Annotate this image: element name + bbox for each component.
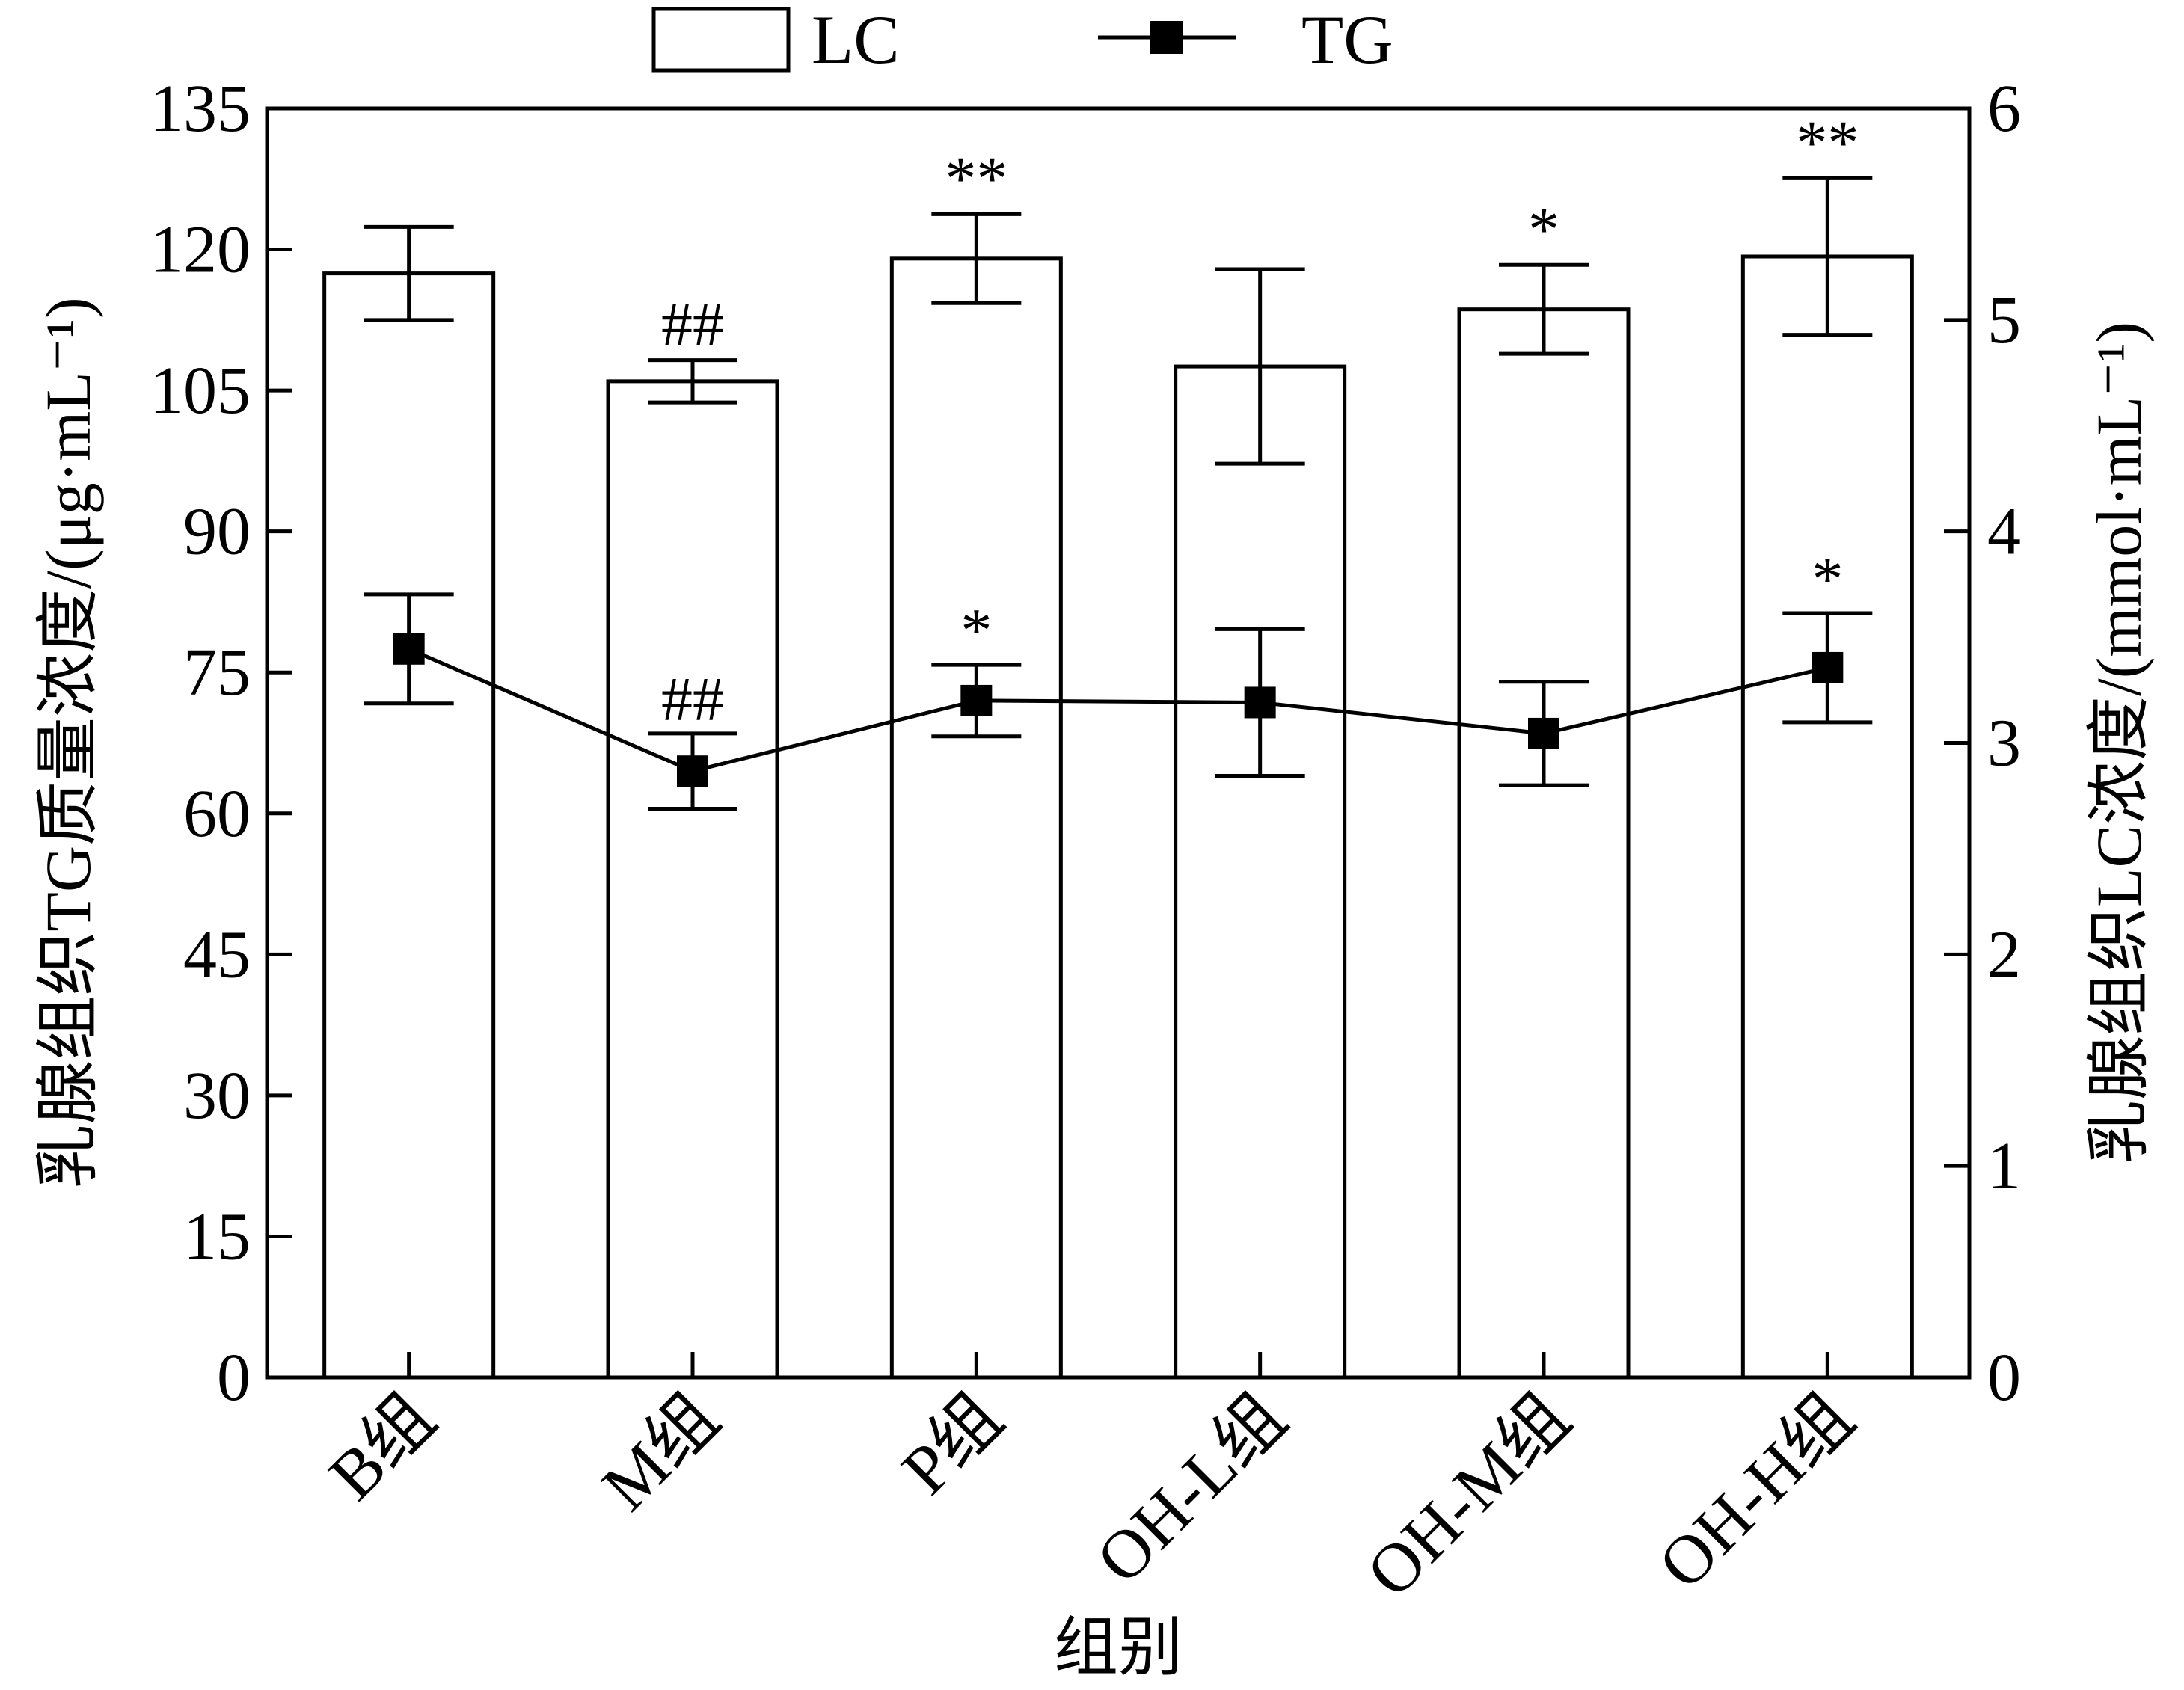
left-y-tick-label: 45 — [183, 918, 251, 992]
left-y-tick-label: 30 — [183, 1059, 251, 1133]
tg-point — [1528, 717, 1559, 749]
lc-bar — [606, 379, 779, 1380]
lc-bar — [1740, 254, 1914, 1380]
legend-tg-marker — [1150, 21, 1183, 54]
tg-line — [408, 647, 1828, 773]
legend: LC TG — [651, 1, 1393, 78]
legend-lc-label: LC — [812, 1, 900, 78]
tg-point — [393, 633, 425, 665]
lc-bar — [1174, 364, 1347, 1380]
axis-labels: 组别 乳腺组织TG质量浓度/(μg·mL⁻¹) 乳腺组织LC浓度/(mmol·mL⁻… — [32, 297, 2155, 1683]
left-y-tick-label: 90 — [183, 495, 251, 569]
tg-point — [960, 684, 993, 716]
right-y-tick-label: 6 — [1987, 72, 2021, 146]
legend-lc-swatch — [651, 7, 791, 73]
lc-significance-marker: ** — [1796, 108, 1859, 177]
tg-significance-marker: * — [960, 596, 992, 666]
lc-significance-marker: * — [1528, 194, 1559, 264]
lc-bar — [889, 256, 1063, 1380]
tg-point — [1244, 686, 1276, 719]
x-tick-label: M组 — [587, 1379, 733, 1525]
left-y-tick-label: 75 — [183, 636, 251, 710]
right-y-tick-label: 3 — [1987, 707, 2021, 781]
x-tick-label: OH-H组 — [1644, 1379, 1868, 1603]
left-y-tick-label: 15 — [183, 1199, 251, 1273]
right-y-tick-label: 4 — [1987, 495, 2021, 569]
x-tick-label: P组 — [887, 1379, 1016, 1508]
lc-bars: ##***** — [322, 108, 1914, 1380]
right-y-tick-label: 0 — [1987, 1341, 2021, 1415]
legend-tg-label: TG — [1301, 1, 1393, 78]
lc-significance-marker: ** — [945, 144, 1007, 213]
tg-significance-marker: * — [1812, 544, 1843, 614]
x-tick-label: OH-M组 — [1352, 1379, 1584, 1611]
left-y-tick-label: 120 — [150, 213, 251, 287]
plot-frame — [265, 106, 1972, 1380]
right-y-tick-label: 2 — [1987, 918, 2021, 992]
x-tick-label: OH-L组 — [1082, 1379, 1301, 1598]
left-y-axis-title: 乳腺组织TG质量浓度/(μg·mL⁻¹) — [32, 297, 104, 1188]
left-y-tick-label: 105 — [150, 354, 251, 428]
lc-bar — [1457, 307, 1631, 1380]
tg-significance-marker: ## — [661, 665, 724, 734]
right-y-tick-label: 5 — [1987, 283, 2021, 357]
x-axis-title: 组别 — [1054, 1611, 1183, 1683]
x-tick-label: B组 — [314, 1379, 450, 1514]
right-y-tick-label: 1 — [1987, 1129, 2021, 1203]
left-y-tick-label: 60 — [183, 777, 251, 851]
tg-point — [677, 755, 708, 787]
tg-line-series: ## * * — [364, 544, 1873, 811]
left-y-tick-label: 0 — [217, 1341, 251, 1415]
tg-point — [1812, 651, 1844, 683]
lc-bar — [322, 271, 496, 1380]
right-y-axis-title: 乳腺组织LC浓度/(mmol·mL⁻¹) — [2083, 322, 2155, 1164]
lc-significance-marker: ## — [661, 290, 724, 360]
left-y-tick-label: 135 — [150, 72, 251, 146]
